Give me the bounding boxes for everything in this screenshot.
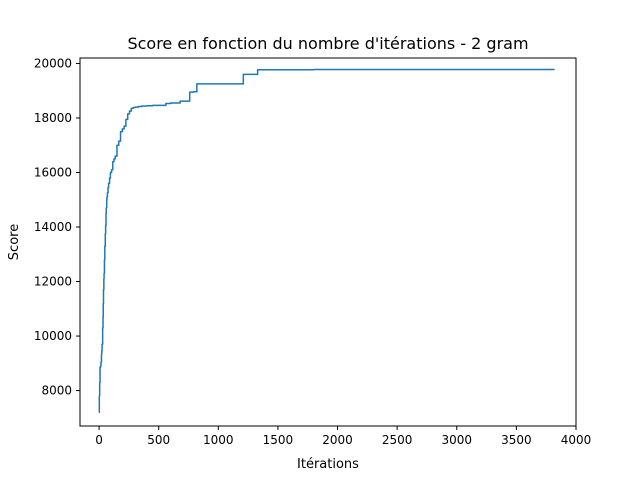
x-tick-label: 3500 — [501, 433, 532, 447]
x-tick-label: 2500 — [382, 433, 413, 447]
plot-series — [98, 68, 555, 414]
series-line-0 — [98, 68, 555, 414]
x-axis-label: Itérations — [297, 457, 359, 472]
y-tick-label: 8000 — [41, 384, 72, 398]
x-tick-label: 2000 — [322, 433, 353, 447]
x-tick-label: 500 — [147, 433, 170, 447]
axis-ticks: 0 500 1000 1500 2000 2500 3000 3500 4000 8000 1000… — [34, 56, 591, 447]
y-tick-label: 12000 — [34, 275, 72, 289]
chart-title: Score en fonction du nombre d'itérations… — [127, 34, 528, 53]
y-tick-label: 18000 — [34, 111, 72, 125]
y-axis-label: Score — [7, 224, 22, 260]
x-tick-label: 1000 — [203, 433, 234, 447]
y-tick-label: 14000 — [34, 220, 72, 234]
x-tick-label: 0 — [95, 433, 103, 447]
y-tick-label: 16000 — [34, 165, 72, 179]
y-tick-label: 10000 — [34, 329, 72, 343]
x-tick-label: 1500 — [263, 433, 294, 447]
y-tick-label: 20000 — [34, 56, 72, 70]
plot-frame — [79, 57, 577, 427]
x-tick-label: 4000 — [561, 433, 592, 447]
x-tick-label: 3000 — [441, 433, 472, 447]
